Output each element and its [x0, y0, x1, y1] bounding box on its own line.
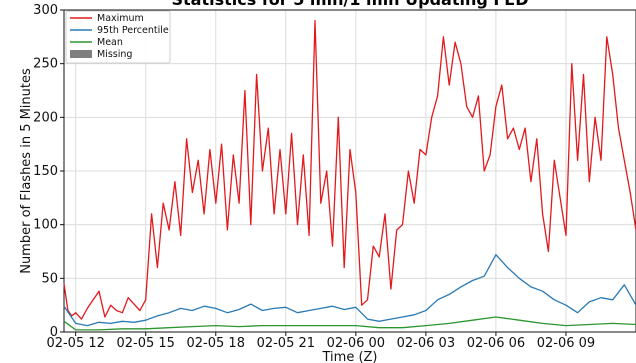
series-line-maximum [63, 20, 636, 320]
x-tick-label: 02-06 03 [397, 336, 455, 351]
series-line-95th-percentile [63, 254, 636, 327]
legend-label-95th-percentile: 95th Percentile [97, 25, 169, 36]
y-tick-label: 0 [50, 325, 58, 340]
x-tick-label: 02-06 09 [537, 336, 595, 351]
y-tick-label: 150 [33, 164, 58, 179]
x-tick-label: 02-06 00 [327, 336, 385, 351]
legend-swatch-missing [70, 50, 92, 58]
x-tick-label: 02-05 21 [257, 336, 315, 351]
y-tick-label: 50 [41, 271, 58, 286]
series-group [63, 20, 636, 331]
tick-group: 0 50 100 150 200 250 300 02-05 12 02-05 15 02-05 … [33, 3, 595, 351]
x-tick-label: 02-05 15 [116, 336, 174, 351]
legend-label-missing: Missing [97, 49, 132, 60]
legend-label-mean: Mean [97, 37, 123, 48]
y-tick-label: 300 [33, 3, 58, 18]
gridlines [64, 10, 636, 332]
legend-label-maximum: Maximum [97, 13, 144, 24]
y-axis-title: Number of Flashes in 5 Minutes [19, 68, 34, 274]
y-tick-label: 200 [33, 110, 58, 125]
x-tick-label: 02-06 06 [467, 336, 525, 351]
series-line-mean [63, 316, 636, 331]
x-tick-label: 02-05 12 [46, 336, 104, 351]
x-axis-title: Time (Z) [322, 350, 378, 363]
x-tick-label: 02-05 18 [187, 336, 245, 351]
y-tick-label: 250 [33, 57, 58, 72]
y-tick-label: 100 [33, 218, 58, 233]
chart-title: Statistics for 5 min/1 min Updating FED [171, 0, 528, 9]
legend: Maximum 95th Percentile Mean Missing [65, 10, 171, 64]
